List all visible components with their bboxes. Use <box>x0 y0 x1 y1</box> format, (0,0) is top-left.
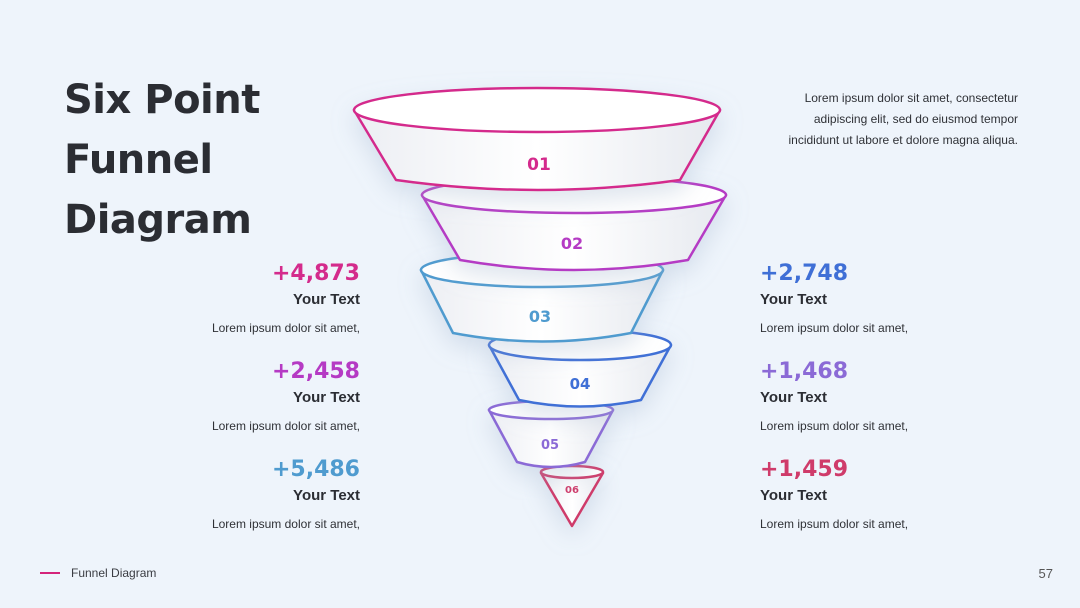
stat-right-3: +1,459 Your Text Lorem ipsum dolor sit a… <box>760 456 960 532</box>
segment-label-3: 03 <box>529 307 551 326</box>
stat-text: Lorem ipsum dolor sit amet, <box>211 517 360 531</box>
segment-label-6: 06 <box>565 485 579 496</box>
segment-label-5: 05 <box>541 438 559 453</box>
stat-label: Your Text <box>293 291 360 308</box>
stat-left-3: +5,486 Your Text Lorem ipsum dolor sit a… <box>160 456 360 532</box>
title-line: Diagram <box>64 197 252 243</box>
segment-label-1: 01 <box>527 155 551 175</box>
funnel-segment-6: 06 <box>539 464 605 528</box>
stat-value: +4,873 <box>271 261 360 286</box>
stat-value: +1,468 <box>760 359 849 384</box>
funnel-segment-2: 02 <box>420 175 728 272</box>
stat-text: Lorem ipsum dolor sit amet, <box>760 419 909 433</box>
stat-value: +2,458 <box>271 359 360 384</box>
stat-left-2: +2,458 Your Text Lorem ipsum dolor sit a… <box>160 358 360 434</box>
stat-value: +1,459 <box>760 457 849 482</box>
stat-label: Your Text <box>760 389 827 406</box>
segment-label-2: 02 <box>561 234 583 253</box>
stat-text: Lorem ipsum dolor sit amet, <box>211 419 360 433</box>
page-number: 57 <box>1038 566 1053 581</box>
description-text: Lorem ipsum dolor sit amet, consectetur … <box>788 91 1019 147</box>
stat-label: Your Text <box>293 487 360 504</box>
title-line: Funnel <box>64 137 213 183</box>
stat-text: Lorem ipsum dolor sit amet, <box>760 321 909 335</box>
stat-label: Your Text <box>293 389 360 406</box>
title-line: Six Point <box>64 77 260 123</box>
stat-left-1: +4,873 Your Text Lorem ipsum dolor sit a… <box>160 260 360 336</box>
stat-value: +2,748 <box>760 261 849 286</box>
funnel-segment-5: 05 <box>487 399 615 469</box>
slide-title: Six Point Funnel Diagram <box>64 70 260 250</box>
stat-text: Lorem ipsum dolor sit amet, <box>760 517 909 531</box>
stat-right-2: +1,468 Your Text Lorem ipsum dolor sit a… <box>760 358 960 434</box>
footer-accent-line <box>40 572 60 574</box>
funnel-segment-1: 01 <box>352 86 722 192</box>
stat-label: Your Text <box>760 487 827 504</box>
stat-text: Lorem ipsum dolor sit amet, <box>211 321 360 335</box>
stat-label: Your Text <box>760 291 827 308</box>
stat-right-1: +2,748 Your Text Lorem ipsum dolor sit a… <box>760 260 960 336</box>
segment-label-4: 04 <box>570 375 591 393</box>
stat-value: +5,486 <box>271 457 360 482</box>
footer-label: Funnel Diagram <box>71 566 157 580</box>
